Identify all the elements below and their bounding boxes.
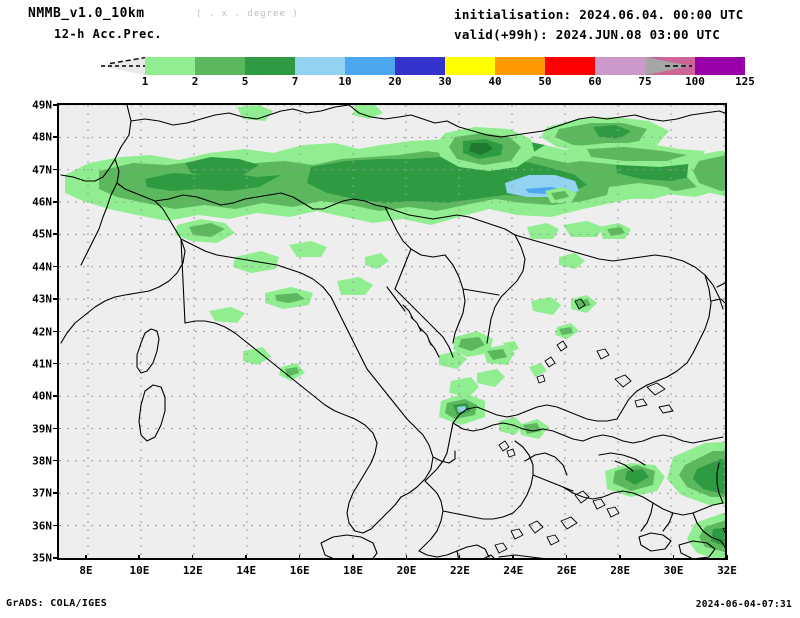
lon-tick-10E: 10E	[129, 564, 150, 577]
colorbar-tick-7: 7	[291, 75, 299, 88]
precipitation-map	[59, 105, 725, 558]
lon-tick-mark	[565, 555, 568, 560]
colorbar-tick-5: 5	[241, 75, 249, 88]
lon-tick-22E: 22E	[449, 564, 470, 577]
lon-tick-mark	[458, 555, 461, 560]
lon-tick-mark	[85, 555, 87, 560]
lat-tick-45N: 45N	[32, 227, 52, 241]
lat-tick-mark	[53, 265, 58, 268]
lat-tick-mark	[53, 557, 58, 559]
colorbar-tick-1: 1	[141, 75, 149, 88]
field-title: 12-h Acc.Prec.	[54, 27, 163, 41]
lon-tick-24E: 24E	[503, 564, 524, 577]
lat-tick-46N: 46N	[32, 195, 52, 209]
coastlines-and-borders	[60, 105, 725, 558]
colorbar-tick-60: 60	[588, 75, 602, 88]
lon-tick-mark	[191, 555, 194, 560]
latitude-axis: 49N 48N 47N 46N 45N 44N 43N 42N 41N 40N 39N 38N 37N 3…	[0, 0, 60, 618]
colorbar-tick-20: 20	[388, 75, 402, 88]
lat-tick-37N: 37N	[32, 486, 52, 500]
lat-tick-mark	[53, 492, 58, 494]
lon-tick-mark	[512, 555, 514, 560]
lat-tick-49N: 49N	[32, 98, 52, 112]
lat-tick-39N: 39N	[32, 422, 52, 436]
colorbar-over-dash-icon	[645, 57, 692, 75]
initialisation-time: initialisation: 2024.06.04. 00:00 UTC	[454, 7, 744, 22]
colorbar: 1 2 5 7 10 20 30 40 50 60 75 100 125	[0, 50, 800, 88]
colorbar-block-4	[345, 57, 395, 75]
colorbar-tick-125: 125	[735, 75, 755, 88]
footer-credit: GrADS: COLA/IGES	[6, 598, 108, 609]
colorbar-block-3	[295, 57, 345, 75]
lon-tick-20E: 20E	[396, 564, 417, 577]
lat-tick-38N: 38N	[32, 454, 52, 468]
units-note: ( . x . degree )	[196, 9, 299, 19]
lon-tick-mark	[352, 555, 354, 560]
map-plot-area[interactable]	[57, 103, 727, 560]
colorbar-tick-10: 10	[338, 75, 352, 88]
lon-tick-30E: 30E	[663, 564, 684, 577]
lon-tick-mark	[298, 555, 301, 560]
lat-tick-mark	[53, 330, 58, 332]
lat-tick-36N: 36N	[32, 519, 52, 533]
colorbar-block-7	[495, 57, 545, 75]
lon-tick-12E: 12E	[182, 564, 203, 577]
lat-tick-mark	[53, 168, 58, 171]
lat-tick-47N: 47N	[32, 163, 52, 177]
lat-tick-48N: 48N	[32, 130, 52, 144]
lat-tick-mark	[53, 136, 58, 138]
map-gridlines	[59, 105, 725, 558]
colorbar-under-dash-icon	[100, 57, 145, 75]
footer-timestamp: 2024-06-04-07:31	[695, 599, 792, 610]
lon-tick-14E: 14E	[236, 564, 257, 577]
lat-tick-41N: 41N	[32, 357, 52, 371]
colorbar-block-11	[695, 57, 745, 75]
lon-tick-32E: 32E	[717, 564, 737, 577]
lat-tick-35N: 35N	[32, 551, 52, 565]
lat-tick-mark	[53, 427, 58, 430]
lat-tick-43N: 43N	[32, 292, 52, 306]
model-title: NMMB_v1.0_10km	[28, 6, 145, 21]
colorbar-block-8	[545, 57, 595, 75]
precip-shading	[65, 105, 725, 558]
lat-tick-mark	[53, 201, 58, 203]
lat-tick-mark	[53, 459, 58, 462]
colorbar-block-6	[445, 57, 495, 75]
lat-tick-mark	[53, 362, 58, 365]
colorbar-tick-30: 30	[438, 75, 452, 88]
lat-tick-mark	[53, 524, 58, 527]
lat-tick-44N: 44N	[32, 260, 52, 274]
lon-tick-mark	[672, 555, 675, 560]
lon-tick-18E: 18E	[343, 564, 364, 577]
lon-tick-mark	[619, 555, 621, 560]
colorbar-block-9	[595, 57, 645, 75]
lon-tick-mark	[726, 555, 728, 560]
lon-tick-8E: 8E	[79, 564, 93, 577]
valid-time: valid(+99h): 2024.JUN.08 03:00 UTC	[454, 27, 721, 42]
colorbar-tick-40: 40	[488, 75, 502, 88]
lon-tick-mark	[245, 555, 247, 560]
lat-tick-mark	[53, 104, 58, 106]
lon-tick-26E: 26E	[556, 564, 577, 577]
lat-tick-mark	[53, 298, 58, 300]
colorbar-block-1	[195, 57, 245, 75]
lat-tick-42N: 42N	[32, 325, 52, 338]
colorbar-block-2	[245, 57, 295, 75]
colorbar-block-5	[395, 57, 445, 75]
lat-tick-mark	[53, 395, 58, 397]
lon-tick-16E: 16E	[289, 564, 310, 577]
colorbar-tick-2: 2	[191, 75, 199, 88]
colorbar-tick-75: 75	[638, 75, 652, 88]
lon-tick-28E: 28E	[610, 564, 631, 577]
colorbar-tick-50: 50	[538, 75, 552, 88]
colorbar-tick-100: 100	[685, 75, 705, 88]
lon-tick-mark	[138, 555, 140, 560]
colorbar-block-0	[145, 57, 195, 75]
lon-tick-mark	[405, 555, 407, 560]
lat-tick-mark	[53, 233, 58, 235]
lat-tick-40N: 40N	[32, 389, 52, 403]
